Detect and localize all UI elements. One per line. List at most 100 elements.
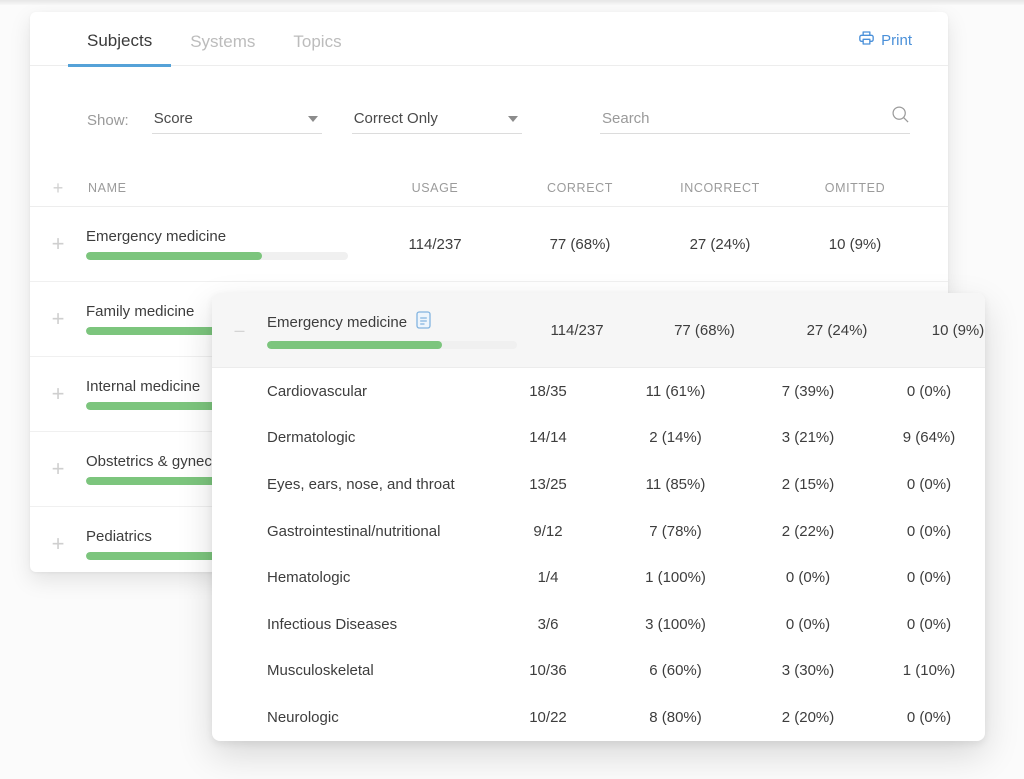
subject-name: Family medicine [86,303,195,320]
chevron-down-icon [307,115,318,122]
expand-plus-icon[interactable]: + [51,531,65,556]
column-header-omitted: OMITTED [824,181,886,195]
usage-value: 13/25 [529,475,567,493]
search-icon [891,105,910,129]
column-header-correct: CORRECT [546,181,613,195]
search-field [600,106,910,134]
system-name: Hematologic [267,569,351,587]
system-row-infectious-diseases[interactable]: Infectious Diseases 3/6 3 (100%) 0 (0%) … [212,601,985,648]
incorrect-value: 2 (15%) [781,475,835,493]
usage-value: 14/14 [529,429,567,447]
omitted-value: 0 (0%) [906,569,952,587]
tab-subjects[interactable]: Subjects [68,31,172,67]
correct-value: 77 (68%) [549,235,611,253]
usage-value: 114/237 [550,321,604,339]
correct-value: 77 (68%) [674,321,735,339]
system-name: Cardiovascular [267,382,368,400]
column-header-name: NAME [88,181,127,195]
system-row-cardiovascular[interactable]: Cardiovascular 18/35 11 (61%) 7 (39%) 0 … [212,368,985,415]
correct-value: 6 (60%) [649,662,702,680]
system-name: Gastrointestinal/nutritional [267,522,441,540]
print-button[interactable]: Print [858,30,912,50]
usage-value: 10/36 [529,662,567,680]
progress-bar [267,341,517,349]
system-name: Dermatologic [267,429,356,447]
subject-name: Obstetrics & gyneco [86,453,221,470]
chevron-down-icon [507,115,518,122]
system-row-dermatologic[interactable]: Dermatologic 14/14 2 (14%) 3 (21%) 9 (64… [212,415,985,462]
usage-value: 114/237 [408,235,462,253]
progress-bar [86,252,348,260]
subject-name: Pediatrics [86,528,152,545]
expand-all-plus-icon[interactable]: + [52,177,64,198]
print-label: Print [881,31,912,49]
system-name: Neurologic [267,708,339,726]
subject-name: Emergency medicine [267,314,408,331]
table-row-emergency-medicine[interactable]: + Emergency medicine 114/237 77 (68%) 27… [30,207,948,282]
correct-only-dropdown[interactable]: Correct Only [351,110,522,134]
expand-plus-icon[interactable]: + [51,381,65,406]
correct-value: 11 (61%) [645,382,706,400]
score-dropdown[interactable]: Score [151,110,322,134]
system-name: Infectious Diseases [267,615,398,633]
omitted-value: 9 (64%) [902,429,956,447]
correct-only-dropdown-value: Correct Only [353,110,438,127]
omitted-value: 1 (10%) [902,662,956,680]
incorrect-value: 3 (30%) [781,662,835,680]
usage-value: 1/4 [537,569,559,587]
correct-value: 3 (100%) [645,615,706,633]
search-input[interactable] [600,110,910,133]
correct-value: 2 (14%) [649,429,702,447]
correct-value: 7 (78%) [649,522,702,540]
system-row-eyes-ears-nose-throat[interactable]: Eyes, ears, nose, and throat 13/25 11 (8… [212,461,985,508]
column-header-incorrect: INCORRECT [680,181,760,195]
expand-plus-icon[interactable]: + [51,231,65,256]
incorrect-value: 2 (20%) [781,708,835,726]
subject-name: Emergency medicine [86,228,227,245]
correct-value: 11 (85%) [645,475,706,493]
omitted-value: 10 (9%) [931,321,985,339]
incorrect-value: 7 (39%) [781,382,835,400]
expanded-parent-row[interactable]: – Emergency medicine 114/237 77 (68%) 27 [212,293,985,368]
omitted-value: 0 (0%) [906,382,952,400]
usage-value: 9/12 [533,522,563,540]
correct-value: 1 (100%) [645,569,706,587]
filters-bar: Show: Score Correct Only [87,102,910,134]
expand-plus-icon[interactable]: + [51,306,65,331]
collapse-minus-icon[interactable]: – [234,320,245,340]
usage-value: 18/35 [529,382,567,400]
incorrect-value: 0 (0%) [785,569,831,587]
incorrect-value: 3 (21%) [781,429,835,447]
tab-systems[interactable]: Systems [190,32,256,51]
subject-name: Internal medicine [86,378,201,395]
printer-icon [858,30,875,50]
omitted-value: 0 (0%) [906,615,952,633]
omitted-value: 10 (9%) [828,235,882,253]
incorrect-value: 27 (24%) [689,235,751,253]
system-row-hematologic[interactable]: Hematologic 1/4 1 (100%) 0 (0%) 0 (0%) [212,554,985,601]
score-dropdown-value: Score [153,110,193,127]
incorrect-value: 2 (22%) [781,522,835,540]
tabs-bar: Subjects Systems Topics Print [30,12,948,67]
incorrect-value: 0 (0%) [785,615,831,633]
page-top-edge [0,0,1024,5]
system-name: Eyes, ears, nose, and throat [267,475,455,493]
show-label: Show: [87,112,129,129]
column-header-usage: USAGE [411,181,459,195]
incorrect-value: 27 (24%) [806,321,868,339]
expanded-subject-panel: – Emergency medicine 114/237 77 (68%) 27 [212,293,985,741]
system-row-neurologic[interactable]: Neurologic 10/22 8 (80%) 2 (20%) 0 (0%) [212,694,985,741]
expand-plus-icon[interactable]: + [51,456,65,481]
correct-value: 8 (80%) [649,708,702,726]
omitted-value: 0 (0%) [906,522,952,540]
omitted-value: 0 (0%) [906,708,952,726]
system-row-musculoskeletal[interactable]: Musculoskeletal 10/36 6 (60%) 3 (30%) 1 … [212,648,985,695]
tab-topics[interactable]: Topics [293,32,342,51]
omitted-value: 0 (0%) [906,475,952,493]
usage-value: 10/22 [529,708,567,726]
document-report-icon[interactable] [416,311,431,334]
table-header: + NAME USAGE CORRECT INCORRECT OMITTED [30,170,948,207]
system-name: Musculoskeletal [267,662,374,680]
usage-value: 3/6 [537,615,559,633]
system-row-gastrointestinal[interactable]: Gastrointestinal/nutritional 9/12 7 (78%… [212,508,985,555]
